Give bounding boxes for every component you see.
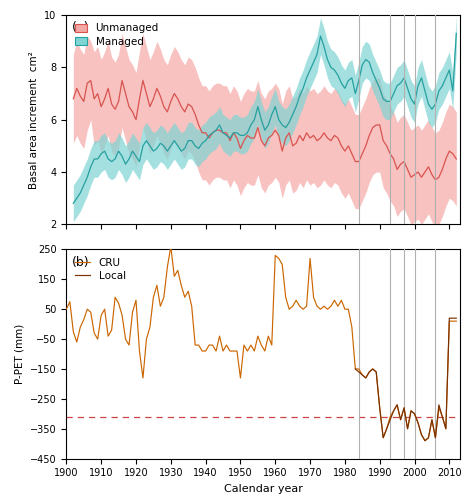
Local [356,369,362,375]
Line: CRU: CRU [66,246,456,440]
Text: (a): (a) [72,21,90,34]
CRU [74,339,80,345]
X-axis label: Calendar year: Calendar year [224,484,302,494]
CRU [359,372,365,378]
Local [426,434,431,440]
CRU [391,408,396,414]
Local [454,315,459,321]
CRU [192,342,198,348]
Y-axis label: Basal area increment  cm²: Basal area increment cm² [29,51,39,188]
Legend: CRU, Local: CRU, Local [72,255,129,284]
Line: Local: Local [356,318,456,440]
Text: (b): (b) [72,256,90,269]
CRU [422,437,428,444]
Y-axis label: P-PET (mm): P-PET (mm) [14,324,24,384]
Legend: Unmanaged, Managed: Unmanaged, Managed [72,20,162,50]
CRU [454,318,459,324]
CRU [433,434,438,440]
CRU [168,243,173,249]
CRU [64,306,69,312]
Local [387,417,393,423]
CRU [77,324,83,330]
